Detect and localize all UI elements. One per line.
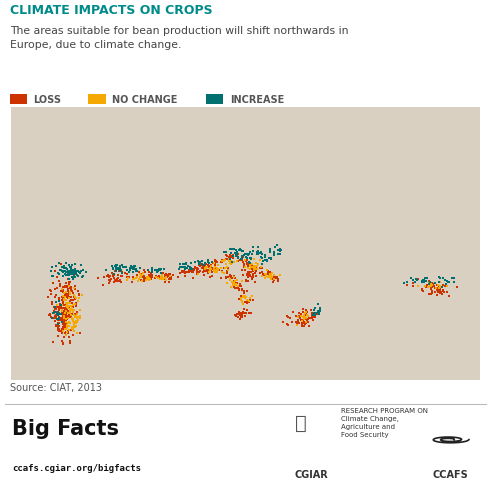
Text: Big Facts: Big Facts [12, 418, 119, 438]
FancyBboxPatch shape [10, 95, 27, 105]
Text: RESEARCH PROGRAM ON
Climate Change,
Agriculture and
Food Security: RESEARCH PROGRAM ON Climate Change, Agri… [341, 407, 428, 437]
Text: ccafs.cgiar.org/bigfacts: ccafs.cgiar.org/bigfacts [12, 464, 141, 472]
FancyBboxPatch shape [206, 95, 223, 105]
Text: Source: CIAT, 2013: Source: CIAT, 2013 [10, 383, 102, 393]
Text: The areas suitable for bean production will shift northwards in
Europe, due to c: The areas suitable for bean production w… [10, 26, 348, 50]
Text: INCREASE: INCREASE [230, 95, 284, 105]
Text: LOSS: LOSS [33, 95, 61, 105]
Text: CCAFS: CCAFS [432, 468, 468, 479]
Text: CLIMATE IMPACTS ON CROPS: CLIMATE IMPACTS ON CROPS [10, 4, 213, 17]
Text: NO CHANGE: NO CHANGE [112, 95, 177, 105]
Text: 🌾: 🌾 [295, 413, 306, 432]
FancyBboxPatch shape [88, 95, 106, 105]
Text: CGIAR: CGIAR [295, 468, 328, 479]
